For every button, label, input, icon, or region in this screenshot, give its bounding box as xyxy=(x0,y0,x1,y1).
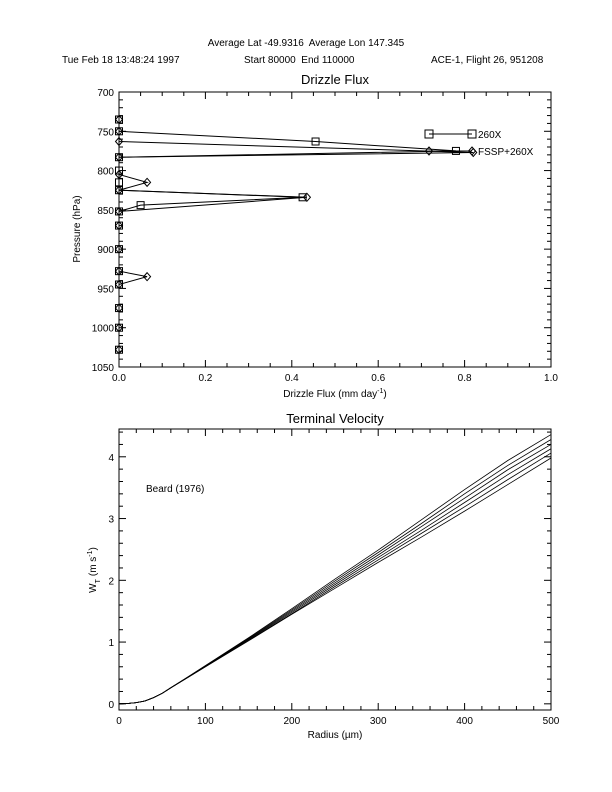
flux-point-square xyxy=(136,201,145,210)
vt-y-axis-label: WT (m s-1) xyxy=(87,547,102,593)
vt-series-line-5 xyxy=(118,439,552,705)
flux-x-tick-labels: 0.0 0.2 0.4 0.6 0.8 1.0 xyxy=(112,373,558,384)
legend-fssp-label: FSSP+260X xyxy=(478,147,534,158)
average-lat-label: Average Lat xyxy=(207,38,262,49)
flux-x-tick-label: 0.6 xyxy=(371,373,385,384)
flux-legend: 260X FSSP+260X xyxy=(424,129,534,158)
vt-y-axis-label-main: W xyxy=(88,583,99,593)
vt-annotation: Beard (1976) xyxy=(146,484,204,495)
vt-title: Terminal Velocity xyxy=(286,411,384,426)
legend-260x-marker-square-end xyxy=(467,129,477,139)
flux-x-axis-label-end: ) xyxy=(383,389,386,400)
flux-point-diamond xyxy=(114,206,124,217)
flux-y-tick-label: 700 xyxy=(97,88,114,99)
flux-y-axis-label: Pressure (hPa) xyxy=(72,195,83,262)
header-date: Tue Feb 18 13:48:24 1997 xyxy=(62,55,180,66)
vt-x-tick-label: 0 xyxy=(116,716,122,727)
flux-y-tick-labels: 700 750 800 850 900 950 1000 1050 xyxy=(92,88,115,374)
flux-point-diamond xyxy=(142,177,152,188)
flux-y-tick-label: 1050 xyxy=(92,363,115,374)
flux-series-line-1 xyxy=(118,119,456,350)
flux-y-tick-label: 750 xyxy=(97,127,114,138)
vt-x-tick-label: 500 xyxy=(543,716,560,727)
flux-point-diamond xyxy=(114,266,124,276)
average-lon-value: 147.345 xyxy=(368,38,405,49)
end-value: 110000 xyxy=(321,55,355,66)
flux-point-diamond xyxy=(302,192,312,203)
vt-y-axis-label-sup: -1 xyxy=(87,550,94,556)
flux-point-diamond xyxy=(114,169,124,180)
vt-series-group xyxy=(118,434,552,705)
terminal-velocity-chart: Terminal Velocity 0 100 200 300 400 500 0 1 2 3 4… xyxy=(87,411,560,741)
vt-y-tick-label: 4 xyxy=(108,453,114,464)
flux-point-diamond xyxy=(114,303,124,313)
flux-y-tick-label: 950 xyxy=(97,284,114,295)
flux-x-axis-label: Drizzle Flux (mm day-1) xyxy=(283,388,386,400)
flux-point-diamond xyxy=(114,185,124,195)
flux-point-square xyxy=(311,137,320,146)
flux-point-diamond xyxy=(114,136,124,147)
flux-point-diamond xyxy=(114,244,124,254)
start-value: 80000 xyxy=(267,55,296,66)
flux-y-tick-label: 800 xyxy=(97,167,114,178)
flux-point-diamond xyxy=(114,152,124,162)
flux-x-axis-label-sup: -1 xyxy=(377,388,383,395)
flux-point-diamond xyxy=(114,279,124,290)
flux-y-tick-label: 850 xyxy=(97,206,114,217)
vt-x-tick-label: 200 xyxy=(283,716,300,727)
average-lat-value: -49.9316 xyxy=(264,38,304,49)
flux-point-diamond xyxy=(142,271,152,282)
vt-x-axis-label: Radius (µm) xyxy=(308,730,363,741)
flux-x-tick-label: 1.0 xyxy=(544,373,558,384)
vt-tick-marks xyxy=(118,429,552,710)
flux-point-diamond xyxy=(114,114,124,125)
vt-y-axis-label-end: ) xyxy=(88,547,99,550)
flux-x-tick-label: 0.8 xyxy=(458,373,472,384)
end-label: End xyxy=(301,55,320,66)
vt-x-tick-label: 400 xyxy=(456,716,473,727)
flux-y-tick-label: 900 xyxy=(97,245,114,256)
flux-point-diamond xyxy=(114,344,124,355)
vt-x-tick-label: 100 xyxy=(197,716,214,727)
vt-y-tick-label: 1 xyxy=(108,638,114,649)
vt-y-tick-label: 2 xyxy=(108,576,114,587)
legend-fssp-marker-diamond-end xyxy=(467,146,477,156)
flux-x-tick-label: 0.2 xyxy=(198,373,212,384)
flux-point-diamond xyxy=(114,322,124,333)
vt-x-tick-labels: 0 100 200 300 400 500 xyxy=(116,716,560,727)
vt-plot-frame xyxy=(118,428,552,711)
vt-series-line-6 xyxy=(118,434,552,705)
flux-point-diamond xyxy=(114,220,124,231)
flux-y-tick-label: 1000 xyxy=(92,324,115,335)
vt-x-tick-label: 300 xyxy=(370,716,387,727)
flux-title: Drizzle Flux xyxy=(301,72,369,87)
header-flight: ACE-1, Flight 26, 951208 xyxy=(431,55,544,66)
vt-y-axis-label-unit: (m s xyxy=(88,557,99,576)
drizzle-flux-chart: Drizzle Flux 0.0 0.2 0.4 0.6 0.8 1.0 700 750 80… xyxy=(72,72,558,400)
start-label: Start xyxy=(244,55,266,66)
header-time-range: Start 80000 End 110000 xyxy=(244,55,355,66)
flux-series-group xyxy=(114,114,478,355)
average-lon-label: Average Lon xyxy=(308,38,366,49)
legend-260x-label: 260X xyxy=(478,130,502,141)
flux-x-tick-label: 0.4 xyxy=(285,373,299,384)
legend-fssp-marker-diamond xyxy=(424,146,434,156)
vt-y-tick-label: 0 xyxy=(108,700,114,711)
header-location-line: Average Lat -49.9316 Average Lon 147.345 xyxy=(0,38,612,49)
flux-x-axis-label-main: Drizzle Flux (mm day xyxy=(283,389,377,400)
flux-point-diamond xyxy=(114,126,124,137)
vt-y-axis-label-sub: T xyxy=(95,578,102,583)
legend-260x-marker-square xyxy=(424,129,434,139)
vt-y-tick-label: 3 xyxy=(108,515,114,526)
flux-x-tick-label: 0.0 xyxy=(112,373,126,384)
vt-y-tick-labels: 0 1 2 3 4 xyxy=(108,453,114,711)
